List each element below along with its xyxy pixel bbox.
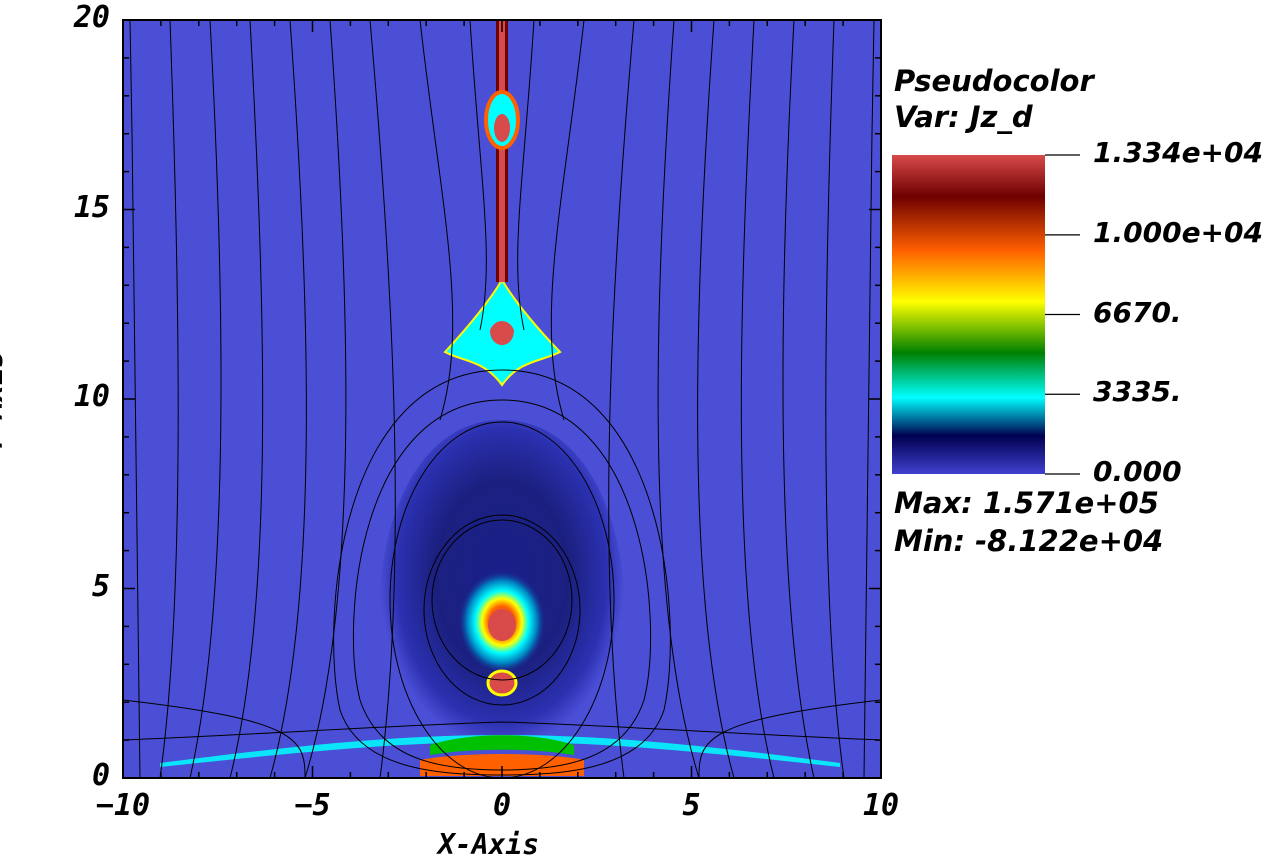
- field-line: [189, 20, 222, 778]
- field-line: [269, 20, 307, 778]
- field-line: [782, 20, 815, 778]
- field-line: [304, 20, 347, 778]
- x-tick-label: −10: [95, 788, 151, 823]
- colorbar-tick-label: 1.000e+04: [1093, 215, 1263, 249]
- upper-plasmoid-core: [494, 114, 510, 142]
- field-line: [657, 20, 700, 778]
- field-line: [469, 20, 487, 331]
- x-tick-label: 5: [682, 788, 701, 823]
- y-tick-label: 20: [73, 0, 110, 35]
- vertical-current-core: [499, 20, 505, 282]
- colorbar-tick-label: 6670.: [1093, 295, 1182, 329]
- flux-surface: [431, 519, 573, 681]
- min-label: Min: -8.122e+04: [894, 524, 1164, 558]
- flux-surface: [423, 514, 581, 706]
- x-tick-label: 10: [862, 788, 900, 823]
- field-line: [608, 20, 635, 778]
- field-line: [517, 20, 535, 331]
- field-line: [159, 20, 179, 778]
- colorbar-tick-label: 3335.: [1093, 375, 1182, 409]
- field-line: [419, 20, 454, 421]
- y-tick-label: 15: [73, 189, 110, 225]
- flux-surface: [389, 421, 615, 778]
- field-line: [229, 20, 264, 778]
- upper-hot-core: [490, 321, 514, 345]
- max-label: Max: 1.571e+05: [894, 486, 1159, 520]
- current-core-center: [488, 609, 516, 641]
- x-tick-label: 0: [492, 788, 512, 823]
- colorbar-ticks: [1045, 154, 1080, 475]
- colorbar: [892, 155, 1045, 474]
- bottom-hot-sheet: [420, 754, 584, 776]
- y-tick-label: 0: [91, 758, 110, 793]
- x-axis-label: X-Axis: [438, 828, 540, 861]
- variable-label: Var: Jz_d: [894, 100, 1033, 134]
- field-line: [825, 20, 845, 778]
- axis-ticks: [122, 19, 882, 779]
- lower-core: [486, 669, 518, 697]
- x-tick-label: −5: [294, 788, 331, 823]
- field-line: [740, 20, 775, 778]
- bottom-green-band: [430, 735, 574, 755]
- field-line: [550, 20, 585, 421]
- colorbar-tick-label: 1.334e+04: [1093, 136, 1263, 169]
- y-axis-label: Y-Axis: [0, 350, 10, 453]
- colorbar-tick-label: 0.000: [1093, 455, 1182, 488]
- y-tick-label: 5: [91, 568, 110, 604]
- y-tick-label: 10: [73, 379, 110, 414]
- field-line: [697, 20, 735, 778]
- field-line: [369, 20, 396, 778]
- plot-kind-label: Pseudocolor: [894, 64, 1094, 98]
- field-line: [123, 721, 881, 741]
- field-lines: [123, 20, 881, 778]
